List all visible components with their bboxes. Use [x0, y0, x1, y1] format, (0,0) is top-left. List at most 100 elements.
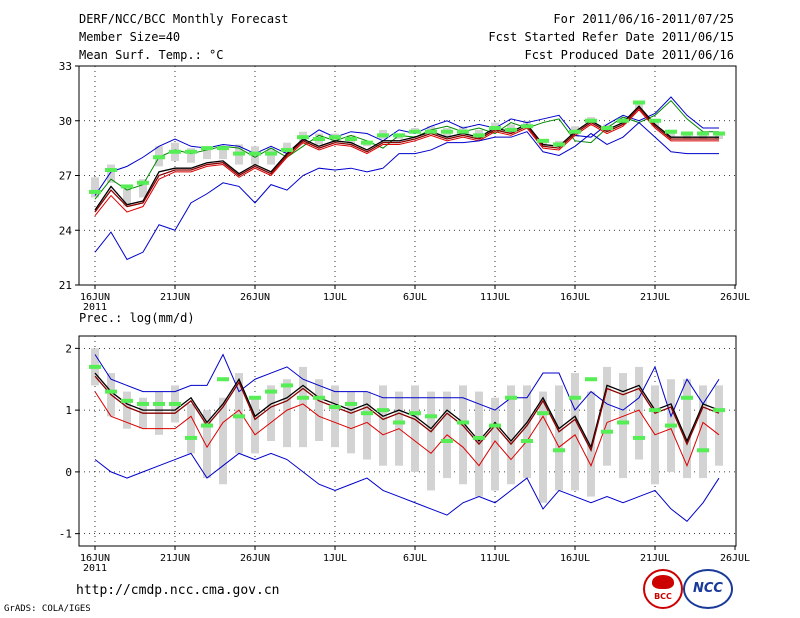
temp-obs-marker: [441, 129, 453, 134]
prec-spread-box: [267, 385, 275, 441]
prec-obs-marker: [169, 401, 181, 406]
prec-obs-marker: [489, 423, 501, 428]
prec-obs-marker: [137, 401, 149, 406]
prec-obs-marker: [281, 383, 293, 388]
forecast-period: For 2011/06/16-2011/07/25: [553, 12, 734, 26]
temp-obs-marker: [265, 151, 277, 156]
prec-obs-marker: [681, 395, 693, 400]
temp-obs-marker: [169, 149, 181, 154]
prec-obs-marker: [649, 408, 661, 413]
temp-obs-marker: [665, 129, 677, 134]
prec-x-tick-label: 21JUN: [160, 553, 190, 564]
temp-obs-marker: [585, 118, 597, 123]
prec-obs-marker: [265, 389, 277, 394]
temp-obs-marker: [233, 151, 245, 156]
temp-obs-marker: [633, 100, 645, 105]
prec-y-tick-label: 0: [65, 466, 72, 479]
prec-spread-box: [539, 391, 547, 503]
temp-line-ens-max: [94, 96, 719, 196]
prec-line-median: [94, 375, 720, 453]
prec-x-tick-label: 16JUL: [560, 553, 590, 564]
temp-line-ens-min: [94, 121, 719, 261]
temp-obs-marker: [649, 118, 661, 123]
temp-year-label: 2011: [83, 302, 107, 313]
variable-label: Mean Surf. Temp.: °C: [79, 48, 224, 62]
temp-obs-marker: [217, 146, 229, 151]
temp-obs-marker: [617, 118, 629, 123]
temp-obs-marker: [569, 129, 581, 134]
temp-x-tick-label: 1JUL: [323, 292, 347, 303]
prec-spread-box: [683, 379, 691, 479]
temp-line-median: [94, 107, 719, 213]
prec-obs-marker: [457, 420, 469, 425]
temp-y-tick-label: 21: [59, 279, 72, 292]
temp-x-tick-label: 16JUL: [560, 292, 590, 303]
temp-spread-box: [107, 164, 115, 183]
prec-obs-marker: [521, 439, 533, 443]
temp-spread-box: [267, 148, 275, 165]
temp-obs-marker: [297, 135, 309, 140]
prec-line-ens-max: [94, 353, 720, 418]
prec-spread-box: [603, 366, 611, 466]
temp-obs-marker: [489, 126, 501, 131]
temp-x-tick-label: 16JUN: [80, 292, 110, 303]
prec-spread-box: [411, 385, 419, 472]
bcc-emblem-icon: [652, 575, 674, 589]
temp-obs-marker: [249, 151, 261, 156]
temp-y-tick-label: 27: [59, 170, 72, 183]
prec-spread-box: [123, 391, 131, 429]
temp-obs-marker: [713, 131, 725, 136]
temp-obs-marker: [425, 129, 437, 134]
temp-obs-marker: [105, 168, 117, 173]
prec-spread-box: [283, 379, 291, 448]
prec-obs-marker: [297, 395, 309, 400]
prec-line-ens-min: [94, 452, 720, 522]
prec-obs-marker: [105, 389, 117, 394]
prec-spread-box: [699, 385, 707, 479]
temp-line-p90: [94, 99, 719, 200]
prec-x-tick-label: 21JUL: [640, 553, 670, 564]
prec-spread-box: [619, 373, 627, 479]
prec-spread-box: [587, 391, 595, 497]
prec-obs-marker: [585, 377, 597, 382]
prec-year-label: 2011: [83, 563, 107, 574]
prec-spread-box: [635, 366, 643, 460]
temp-obs-marker: [361, 140, 373, 145]
prec-y-tick-label: 2: [65, 342, 72, 355]
prec-obs-marker: [617, 420, 629, 425]
prec-obs-marker: [217, 377, 229, 382]
prec-spread-box: [379, 385, 387, 466]
temp-spread-box: [203, 146, 211, 160]
prec-spread-box: [555, 385, 563, 491]
temp-obs-marker: [457, 129, 469, 134]
prec-obs-marker: [233, 414, 245, 419]
prec-x-tick-label: 11JUL: [480, 553, 510, 564]
prec-x-tick-label: 16JUN: [80, 553, 110, 564]
temp-obs-marker: [473, 133, 485, 138]
prec-y-tick-label: 1: [65, 404, 72, 417]
ncc-logo: NCC: [683, 569, 733, 609]
precip-panel-title: Prec.: log(mm/d): [79, 311, 195, 325]
prec-spread-box: [299, 366, 307, 448]
prec-spread-box: [571, 373, 579, 491]
prec-y-tick-label: -1: [59, 528, 72, 541]
temp-obs-marker: [345, 137, 357, 141]
prec-obs-marker: [313, 395, 325, 400]
temp-obs-marker: [153, 155, 165, 160]
temp-spread-box: [187, 148, 195, 163]
ncc-logo-text: NCC: [693, 581, 723, 596]
bcc-logo: BCC: [643, 569, 683, 609]
prec-spread-box: [347, 391, 355, 454]
prec-obs-marker: [377, 408, 389, 413]
prec-obs-marker: [553, 448, 565, 453]
footer-url[interactable]: http://cmdp.ncc.cma.gov.cn: [76, 583, 280, 598]
prec-spread-box: [363, 391, 371, 460]
prec-obs-marker: [505, 395, 517, 400]
prec-obs-marker: [345, 401, 357, 406]
temp-obs-marker: [409, 129, 421, 134]
temp-obs-marker: [377, 133, 389, 138]
temp-obs-marker: [137, 180, 149, 185]
prec-obs-marker: [537, 411, 549, 416]
refer-date: Fcst Started Refer Date 2011/06/15: [488, 30, 734, 44]
